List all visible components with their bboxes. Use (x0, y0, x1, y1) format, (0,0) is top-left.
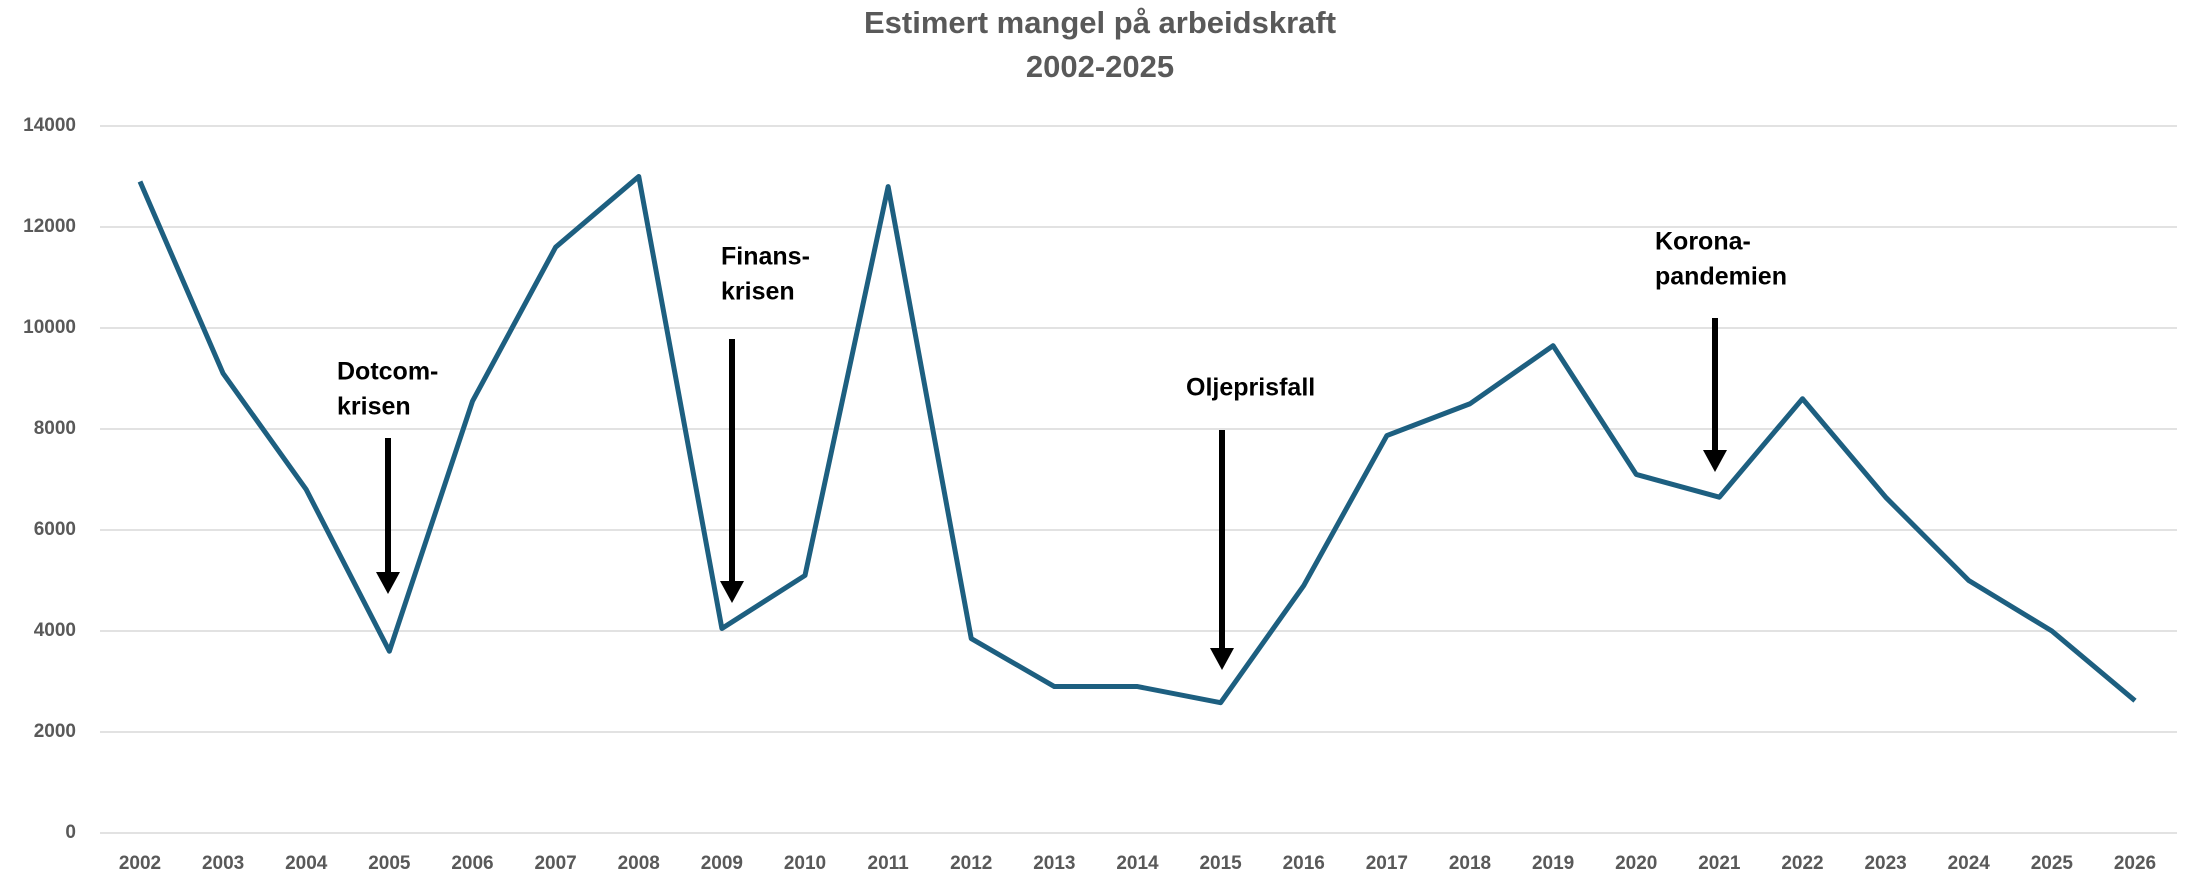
annotation-text: Korona- (1655, 228, 1751, 256)
x-tick-label: 2013 (1033, 853, 1075, 874)
x-tick-label: 2012 (950, 853, 992, 874)
annotation-arrowhead (1703, 450, 1727, 472)
y-tick-label: 4000 (34, 620, 76, 641)
annotation-arrowhead (376, 572, 400, 594)
x-tick-label: 2014 (1116, 853, 1159, 874)
annotation-text: pandemien (1655, 263, 1787, 291)
y-tick-label: 8000 (34, 418, 76, 439)
x-tick-label: 2022 (1781, 853, 1823, 874)
x-tick-label: 2018 (1449, 853, 1491, 874)
x-tick-label: 2009 (701, 853, 743, 874)
x-tick-label: 2023 (1864, 853, 1906, 874)
y-tick-label: 14000 (23, 115, 76, 136)
annotation-text: Oljeprisfall (1186, 374, 1315, 402)
annotation-text: krisen (337, 393, 411, 421)
y-tick-label: 12000 (23, 216, 76, 237)
annotation-text: krisen (721, 278, 795, 306)
x-tick-label: 2021 (1698, 853, 1741, 874)
x-tick-label: 2017 (1366, 853, 1408, 874)
chart-title: Estimert mangel på arbeidskraft (864, 5, 1336, 40)
x-tick-label: 2016 (1283, 853, 1325, 874)
x-tick-label: 2024 (1948, 853, 1991, 874)
chart-title: 2002-2025 (1026, 49, 1174, 84)
annotation-text: Dotcom- (337, 358, 438, 386)
y-tick-label: 0 (65, 822, 76, 843)
x-tick-label: 2020 (1615, 853, 1657, 874)
y-tick-label: 2000 (34, 721, 76, 742)
x-tick-label: 2005 (368, 853, 411, 874)
annotation-arrowhead (720, 581, 744, 603)
x-tick-label: 2026 (2114, 853, 2156, 874)
x-tick-label: 2003 (202, 853, 244, 874)
x-tick-label: 2010 (784, 853, 826, 874)
x-tick-label: 2025 (2031, 853, 2074, 874)
x-tick-label: 2019 (1532, 853, 1574, 874)
y-tick-label: 10000 (23, 317, 76, 338)
x-tick-label: 2006 (451, 853, 493, 874)
x-tick-label: 2011 (868, 853, 910, 874)
x-tick-label: 2004 (285, 853, 328, 874)
x-tick-label: 2008 (618, 853, 660, 874)
x-tick-label: 2002 (119, 853, 161, 874)
data-line (137, 174, 2137, 706)
annotation-text: Finans- (721, 243, 810, 271)
x-tick-label: 2007 (534, 853, 576, 874)
y-tick-label: 6000 (34, 519, 76, 540)
x-tick-label: 2015 (1199, 853, 1242, 874)
annotation-arrowhead (1210, 648, 1234, 670)
